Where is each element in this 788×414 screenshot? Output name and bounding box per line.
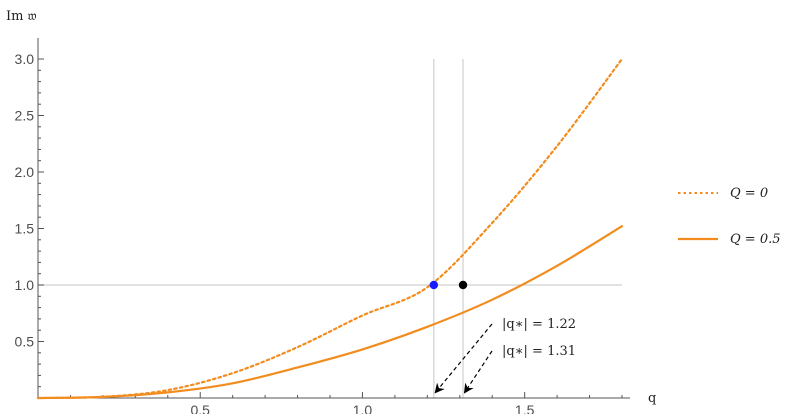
points-group bbox=[429, 280, 468, 290]
y-tick-label: 1.0 bbox=[15, 277, 35, 293]
x-tick-label: 1.5 bbox=[515, 402, 535, 414]
y-tick-label: 2.0 bbox=[15, 164, 35, 180]
y-tick-label: 1.5 bbox=[15, 221, 35, 237]
y-tick-label: 0.5 bbox=[15, 334, 35, 350]
y-ticks: 0.5 1.0 1.5 2.0 2.5 3.0 bbox=[15, 51, 44, 388]
legend: Q = 0 Q = 0.5 bbox=[678, 186, 781, 247]
x-ticks: 0.5 1.0 1.5 bbox=[69, 392, 623, 414]
axes: 0.5 1.0 1.5 2.0 2.5 3.0 0.5 1.0 1.5 Im 𝔴 q bbox=[6, 9, 656, 414]
x-tick-label: 0.5 bbox=[190, 402, 210, 414]
reference-lines bbox=[38, 59, 622, 398]
annotation-arrow bbox=[463, 350, 493, 394]
y-tick-label: 3.0 bbox=[15, 51, 35, 67]
x-axis-label: q bbox=[648, 391, 656, 406]
y-tick-label: 2.5 bbox=[15, 108, 35, 124]
data-point bbox=[458, 280, 468, 290]
annotations-group: |q∗| = 1.22 |q∗| = 1.31 bbox=[434, 317, 576, 394]
legend-label-q0: Q = 0 bbox=[730, 186, 768, 201]
series-group bbox=[36, 57, 624, 400]
y-axis-label: Im 𝔴 bbox=[6, 9, 37, 24]
annotation-label: |q∗| = 1.22 bbox=[502, 317, 576, 332]
series-line-1 bbox=[36, 225, 624, 400]
data-point bbox=[429, 280, 439, 290]
annotation-label: |q∗| = 1.31 bbox=[502, 344, 576, 359]
legend-label-q05: Q = 0.5 bbox=[730, 232, 781, 247]
annotation-arrow bbox=[434, 323, 493, 394]
x-tick-label: 1.0 bbox=[353, 402, 373, 414]
